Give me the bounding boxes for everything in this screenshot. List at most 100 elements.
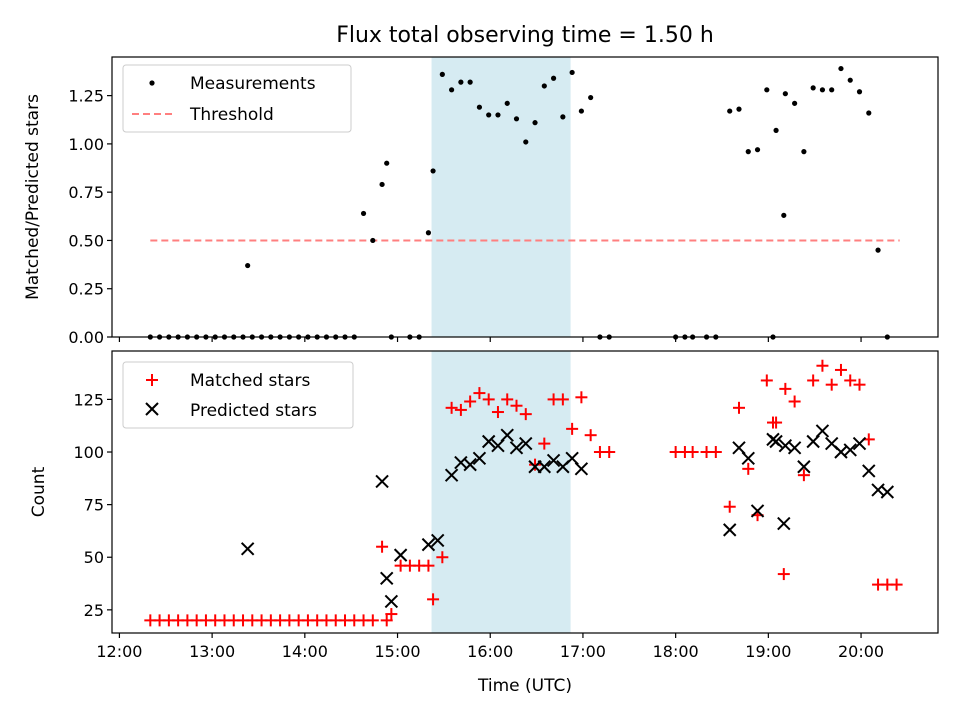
measurement-point [781, 212, 787, 218]
measurement-point [801, 149, 807, 155]
measurement-point [370, 237, 376, 244]
legend-measurements-marker [149, 80, 155, 86]
predicted-star-point [421, 537, 436, 552]
legend-measurements-label: Measurements [190, 74, 316, 94]
x-tick-label: 17:00 [560, 642, 606, 661]
measurement-point [782, 91, 788, 97]
measurement-point [504, 100, 510, 106]
x-tick-label: 12:00 [96, 642, 142, 661]
matched-star-point [834, 363, 847, 376]
predicted-star-point [393, 548, 408, 562]
predicted-star-point [843, 443, 857, 457]
matched-star-point [445, 401, 458, 414]
legend-matched-label: Matched stars [190, 371, 310, 391]
predicted-star-point [546, 453, 561, 468]
matched-star-point [529, 458, 542, 471]
matched-star-point [566, 422, 579, 435]
measurement-point [476, 104, 483, 110]
measurement-point [458, 79, 464, 85]
predicted-star-point [815, 424, 830, 438]
y-tick-label: 1.25 [68, 87, 104, 106]
top-highlight-span [431, 57, 571, 337]
matched-star-point [732, 401, 745, 414]
measurement-point [541, 83, 547, 89]
measurement-point [875, 247, 881, 253]
measurement-point [810, 85, 816, 91]
predicted-star-point [852, 436, 867, 451]
bottom-data-marks [144, 359, 903, 627]
predicted-star-point [472, 451, 487, 466]
bottom-legend: Matched stars Predicted stars [122, 361, 354, 429]
bottom-legend-box [122, 361, 354, 429]
measurement-point [486, 112, 492, 118]
measurement-point [523, 139, 529, 145]
predicted-star-point [750, 504, 765, 518]
measurement-point [847, 77, 853, 83]
measurement-point [384, 160, 390, 166]
bottom-x-axis-label: Time (UTC) [477, 676, 572, 696]
x-tick-label: 19:00 [745, 642, 791, 661]
predicted-star-point [574, 462, 589, 476]
x-tick-label: 20:00 [838, 642, 884, 661]
predicted-star-point [500, 428, 514, 442]
measurement-point [819, 87, 826, 93]
matched-star-point [482, 393, 495, 406]
top-panel: 0.00 0.25 0.50 0.75 1.00 1.25 Matched/Predict… [23, 56, 939, 347]
x-tick-label: 18:00 [653, 642, 699, 661]
measurement-point [792, 100, 798, 106]
measurement-point [745, 149, 751, 155]
matched-star-point [686, 446, 699, 459]
measurement-point [379, 181, 385, 188]
top-y-axis-label: Matched/Predicted stars [23, 94, 43, 300]
matched-star-point [760, 374, 773, 387]
matched-star-point [603, 446, 616, 459]
matched-star-point [422, 559, 435, 572]
matched-star-point [825, 378, 838, 391]
predicted-star-point [787, 441, 802, 455]
top-legend: Measurements Threshold [122, 64, 352, 133]
legend-matched-marker [146, 374, 158, 386]
y-tick-label: 125 [73, 390, 104, 409]
top-legend-box [122, 64, 352, 133]
matched-star-point [575, 391, 588, 404]
x-tick-label: 14:00 [282, 642, 328, 661]
matched-star-point [427, 593, 440, 606]
matched-star-point [770, 416, 783, 429]
measurement-point [425, 230, 432, 236]
matched-star-point [779, 382, 792, 395]
x-tick-label: 13:00 [189, 642, 235, 661]
matched-star-point [816, 359, 829, 372]
predicted-star-point [444, 468, 459, 482]
measurement-point [856, 89, 863, 95]
matched-star-point [385, 608, 398, 621]
matched-star-point [519, 408, 532, 421]
matched-star-point [584, 429, 597, 442]
matched-star-point [376, 540, 389, 553]
y-tick-label: 50 [84, 548, 104, 567]
predicted-star-point [240, 542, 255, 556]
measurement-point [439, 71, 445, 77]
measurement-point [467, 79, 473, 85]
y-tick-label: 0.00 [68, 328, 104, 347]
measurement-point [773, 127, 779, 133]
matched-star-point [538, 437, 551, 450]
measurement-point [449, 87, 455, 93]
measurement-point [829, 87, 835, 93]
predicted-star-point [741, 451, 755, 466]
predicted-star-point [862, 464, 876, 478]
measurement-point [550, 75, 557, 81]
measurement-point [430, 168, 436, 174]
matched-star-point [807, 374, 820, 387]
predicted-star-point [481, 434, 496, 449]
bottom-axes-frame [111, 350, 939, 634]
matched-star-point [501, 393, 514, 406]
legend-predicted-label: Predicted stars [190, 401, 317, 421]
y-tick-label: 75 [84, 496, 104, 515]
predicted-star-point [769, 434, 783, 449]
matched-star-point [890, 578, 903, 591]
matched-star-point [844, 374, 857, 387]
y-tick-label: 0.50 [68, 231, 104, 250]
measurement-point [866, 110, 872, 116]
measurement-point [495, 112, 501, 118]
